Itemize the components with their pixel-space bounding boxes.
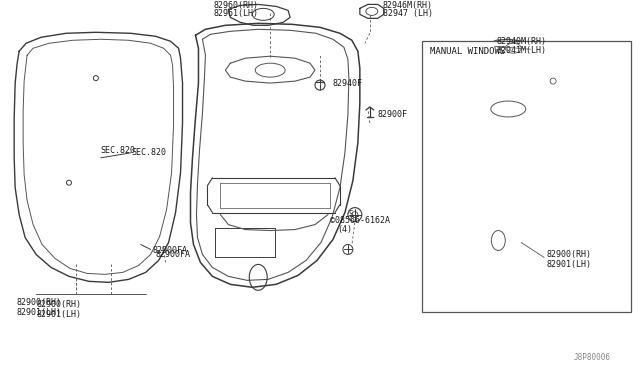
- Text: 82900FA: 82900FA: [153, 246, 188, 255]
- Text: 82960(RH): 82960(RH): [213, 1, 259, 10]
- Text: 82900(RH): 82900(RH): [36, 300, 81, 309]
- Text: S: S: [349, 210, 353, 219]
- Text: SEC.820: SEC.820: [132, 148, 167, 157]
- Text: 82900F: 82900F: [378, 110, 408, 119]
- Text: MANUAL WINDOWS: MANUAL WINDOWS: [429, 47, 505, 56]
- Text: 82940M(RH): 82940M(RH): [497, 37, 547, 46]
- Text: 82900(RH): 82900(RH): [546, 250, 591, 259]
- Text: 82947 (LH): 82947 (LH): [383, 9, 433, 18]
- Text: 82901(LH): 82901(LH): [546, 260, 591, 269]
- Text: 82900(RH): 82900(RH): [16, 298, 61, 307]
- Text: 82900FA: 82900FA: [156, 250, 191, 259]
- Text: 82946M(RH): 82946M(RH): [383, 1, 433, 10]
- Text: 82961(LH): 82961(LH): [213, 9, 259, 18]
- Text: 82941M(LH): 82941M(LH): [497, 46, 547, 55]
- Text: ©08566-6162A: ©08566-6162A: [330, 216, 390, 225]
- Text: (4): (4): [337, 225, 352, 234]
- Text: 82940F: 82940F: [333, 78, 363, 88]
- Text: 82901(LH): 82901(LH): [16, 308, 61, 317]
- Text: J8P80006: J8P80006: [574, 353, 611, 362]
- Bar: [422, 41, 631, 312]
- Text: SEC.820: SEC.820: [101, 146, 136, 155]
- Text: 82901(LH): 82901(LH): [36, 310, 81, 319]
